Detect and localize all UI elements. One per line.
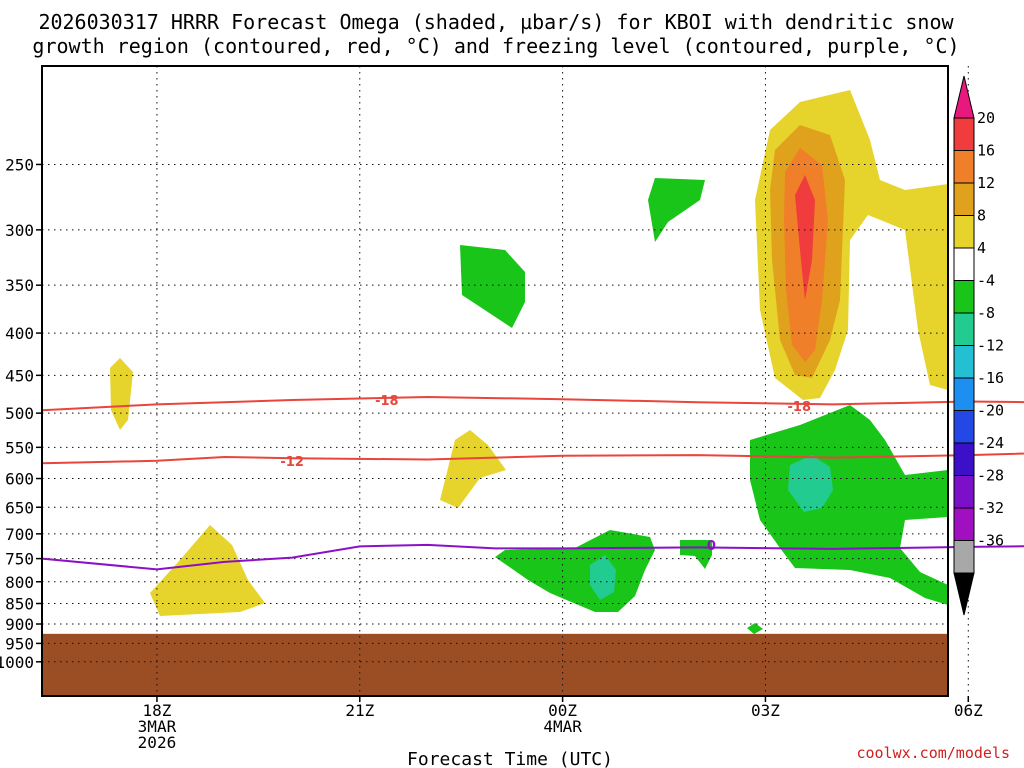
x-tick-label: 06Z [954,701,983,720]
omega-negative-region [495,530,655,612]
y-tick-label: 900 [5,615,34,634]
y-tick-label: 500 [5,404,34,423]
colorbar-level-label: -28 [977,467,1004,485]
omega-negative-region [590,555,616,600]
colorbar-swatch [953,442,975,476]
colorbar-level-label: 4 [977,239,986,257]
colorbar: 20 16 12 8 4 -4 -8 -12 -16 -20 -24 -28 -32 -36 [953,75,1004,616]
colorbar-level-label: -4 [977,272,995,290]
y-tick-label: 250 [5,155,34,174]
y-tick-label: 400 [5,324,34,343]
y-tick-label: 700 [5,525,34,544]
colorbar-level-label: 12 [977,174,995,192]
y-tick-label: 450 [5,366,34,385]
dgz-minus18-label: -18 [375,394,399,409]
colorbar-bottom-arrow [953,572,975,616]
x-tick-label: 21Z [345,701,374,720]
x-axis: 18Z3MAR202621Z00Z4MAR03Z06Z09Z [138,696,983,752]
omega-positive-region [440,430,506,508]
colorbar-level-label: -8 [977,304,995,322]
y-tick-label: 750 [5,550,34,569]
omega-negative-region [460,245,525,328]
colorbar-level-label: 20 [977,109,995,127]
y-tick-label: 600 [5,470,34,489]
plot-area: -18-18-12-1200 [41,65,1024,697]
omega-negative-region [788,455,833,512]
colorbar-level-label: 16 [977,142,995,160]
colorbar-level-label: -16 [977,369,1004,387]
freezing-level-line [41,543,1024,571]
omega-positive-region [795,175,815,300]
colorbar-swatch [953,507,975,541]
y-tick-label: 550 [5,438,34,457]
omega-negative-region [750,405,948,605]
terrain-below-surface [42,633,948,696]
y-tick-label: 300 [5,221,34,240]
colorbar-level-label: -36 [977,532,1004,550]
y-axis: 2503003504004505005506006507007508008509… [0,155,42,672]
gridlines [42,66,969,696]
colorbar-level-label: -32 [977,499,1004,517]
colorbar-top-arrow [953,75,975,119]
omega-negative-region [747,623,763,634]
colorbar-level-label: -12 [977,337,1004,355]
colorbar-swatch [953,475,975,509]
x-tick-label: 3MAR [138,717,177,736]
x-tick-label: 2026 [138,733,177,752]
colorbar-swatch [953,215,975,249]
omega-positive-region [110,358,133,430]
colorbar-swatch [953,117,975,151]
colorbar-swatch [953,312,975,346]
chart-title-line-2: growth region (contoured, red, °C) and f… [32,34,959,58]
chart-title-line-1: 2026030317 HRRR Forecast Omega (shaded, … [38,10,954,34]
colorbar-swatch [953,377,975,411]
y-tick-label: 350 [5,276,34,295]
y-tick-label: 1000 [0,653,34,672]
omega-positive-region [150,525,265,616]
colorbar-swatch [953,410,975,444]
colorbar-swatch [953,345,975,379]
colorbar-swatch [953,280,975,314]
omega-negative-region [648,178,705,242]
contour-lines: -18-18-12-1200 [41,394,1024,571]
colorbar-level-label: 8 [977,207,986,225]
dgz-minus12-line [41,452,1024,465]
x-axis-label: Forecast Time (UTC) [407,749,613,768]
dgz-minus12-label: -12 [280,455,304,470]
y-tick-label: 850 [5,595,34,614]
x-tick-label: 03Z [751,701,780,720]
dgz-minus18-line [41,395,1024,412]
colorbar-level-label: -24 [977,434,1004,452]
colorbar-level-label: -20 [977,402,1004,420]
credit-text: coolwx.com/models [856,744,1010,762]
colorbar-swatch [953,247,975,281]
freezing-level-label: 0 [707,539,716,554]
colorbar-swatch [953,540,975,574]
colorbar-swatch [953,182,975,216]
y-tick-label: 650 [5,498,34,517]
omega-shading [110,90,948,634]
x-tick-label: 4MAR [543,717,582,736]
dgz-minus18-label: -18 [788,400,812,415]
y-tick-label: 950 [5,634,34,653]
plot-frame [41,65,949,697]
colorbar-swatch [953,150,975,184]
x-tick-label: 00Z [548,701,577,720]
y-tick-label: 800 [5,573,34,592]
x-tick-label: 18Z [142,701,171,720]
